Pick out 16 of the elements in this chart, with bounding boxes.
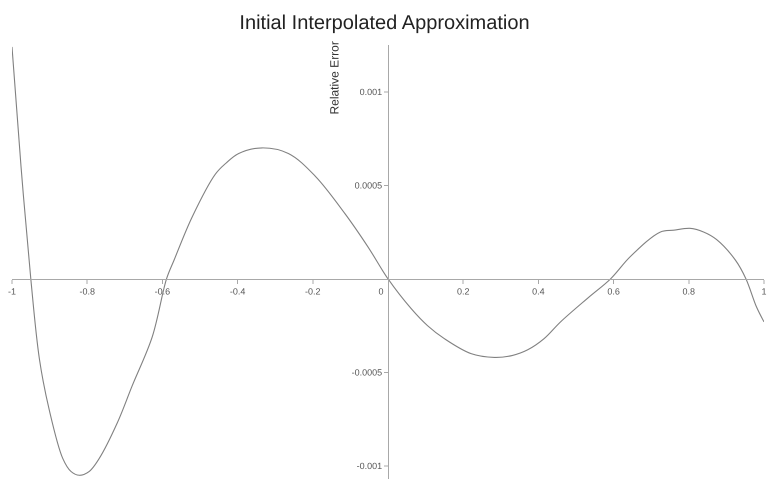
x-tick-label: 0.2	[456, 286, 470, 297]
x-tick-label: -0.4	[230, 286, 246, 297]
x-tick-label: -0.2	[305, 286, 321, 297]
x-tick-label: -1	[8, 286, 16, 297]
x-tick-label: 0.4	[532, 286, 545, 297]
x-tick-label: 0.6	[607, 286, 620, 297]
x-tick-label: 0.8	[682, 286, 696, 297]
y-tick-label: 0.001	[360, 86, 382, 97]
x-tick-label: 1	[761, 286, 767, 297]
y-tick-label: -0.001	[356, 461, 382, 472]
x-tick-label: 0	[378, 286, 384, 297]
y-tick-label: -0.0005	[352, 368, 382, 378]
y-axis-title: Relative Error	[328, 41, 342, 114]
x-tick-label: -0.8	[79, 286, 95, 297]
y-tick-label: 0.0005	[354, 180, 382, 190]
chart-title: Initial Interpolated Approximation	[239, 12, 530, 34]
